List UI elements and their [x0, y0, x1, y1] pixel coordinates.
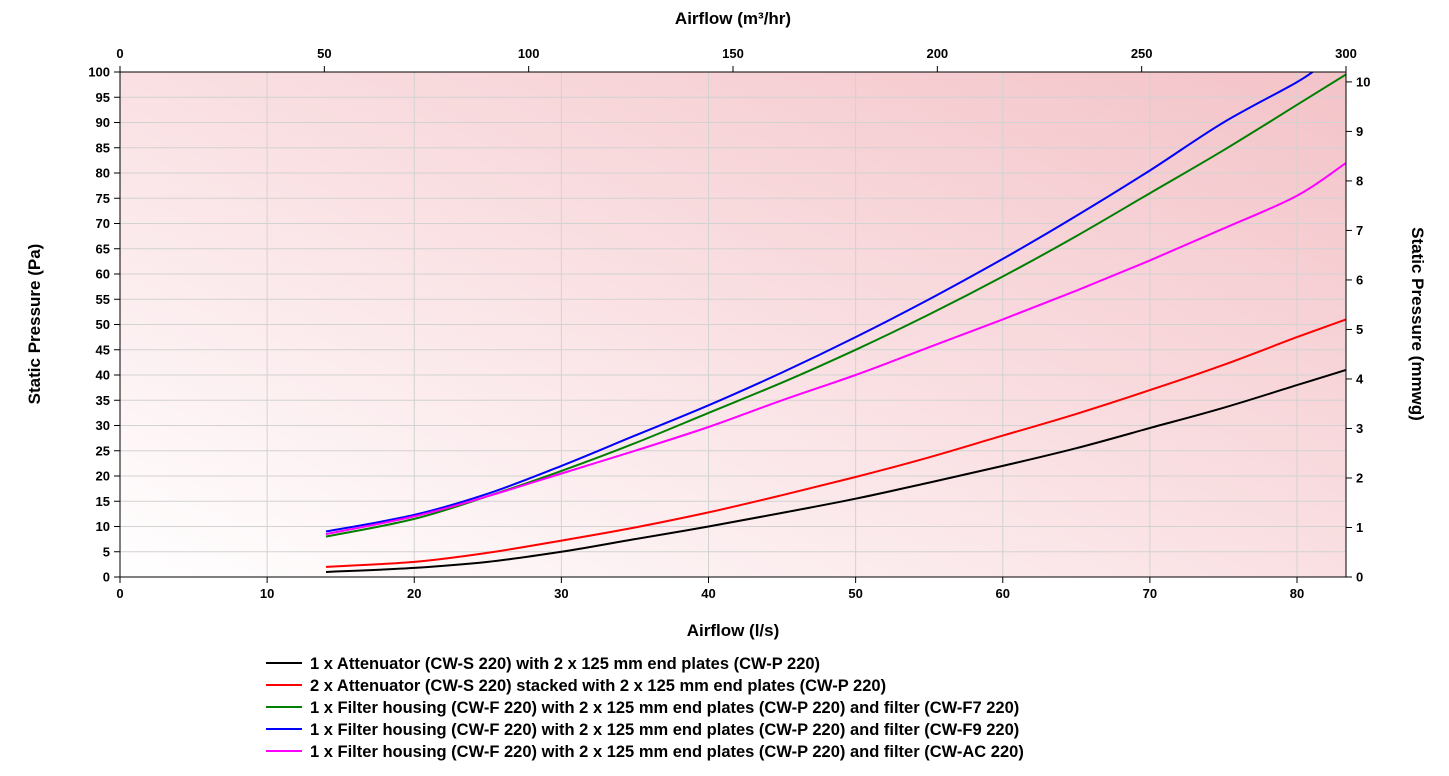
y-left-tick-label: 75 — [96, 191, 110, 206]
y-right-tick-label: 4 — [1356, 371, 1364, 386]
y-left-tick-label: 100 — [88, 65, 110, 80]
x-bottom-tick-label: 0 — [116, 586, 123, 601]
x-bottom-axis-title: Airflow (l/s) — [687, 621, 780, 640]
x-top-tick-label: 150 — [722, 46, 744, 61]
y-left-tick-label: 40 — [96, 368, 110, 383]
legend-label: 1 x Filter housing (CW-F 220) with 2 x 1… — [310, 743, 1024, 761]
x-bottom-tick-label: 60 — [996, 586, 1010, 601]
x-top-tick-label: 0 — [116, 46, 123, 61]
y-left-tick-label: 65 — [96, 241, 110, 256]
y-left-tick-label: 55 — [96, 292, 110, 307]
series-line-4 — [325, 72, 1315, 533]
y-right-tick-label: 6 — [1356, 272, 1363, 287]
y-left-tick-label: 15 — [96, 494, 110, 509]
y-left-tick-label: 80 — [96, 166, 110, 181]
legend-label: 2 x Attenuator (CW-S 220) stacked with 2… — [310, 677, 886, 695]
series-line-2 — [325, 318, 1346, 568]
legend-item: 1 x Filter housing (CW-F 220) with 2 x 1… — [266, 699, 1019, 717]
x-bottom-tick-label: 80 — [1290, 586, 1304, 601]
y-right-tick-label: 0 — [1356, 570, 1363, 585]
legend-item: 1 x Attenuator (CW-S 220) with 2 x 125 m… — [266, 655, 820, 673]
y-left-tick-label: 30 — [96, 418, 110, 433]
y-right-tick-label: 8 — [1356, 173, 1363, 188]
y-left-tick-label: 10 — [96, 519, 110, 534]
series-line-5 — [325, 162, 1346, 536]
x-top-tick-label: 50 — [317, 46, 331, 61]
x-top-tick-label: 300 — [1335, 46, 1357, 61]
y-right-tick-label: 9 — [1356, 124, 1363, 139]
x-bottom-tick-label: 70 — [1143, 586, 1157, 601]
y-left-tick-label: 95 — [96, 90, 110, 105]
x-bottom-tick-label: 20 — [407, 586, 421, 601]
legend: 1 x Attenuator (CW-S 220) with 2 x 125 m… — [266, 655, 1024, 761]
x-top-tick-label: 200 — [926, 46, 948, 61]
y-left-tick-label: 25 — [96, 443, 110, 458]
y-left-tick-label: 35 — [96, 393, 110, 408]
x-bottom-tick-label: 50 — [848, 586, 862, 601]
y-right-tick-label: 10 — [1356, 74, 1370, 89]
x-bottom-tick-label: 40 — [701, 586, 715, 601]
legend-item: 1 x Filter housing (CW-F 220) with 2 x 1… — [266, 743, 1024, 761]
legend-label: 1 x Filter housing (CW-F 220) with 2 x 1… — [310, 699, 1019, 717]
y-left-tick-label: 0 — [103, 570, 110, 585]
y-left-axis-title: Static Pressure (Pa) — [25, 244, 44, 405]
legend-item: 2 x Attenuator (CW-S 220) stacked with 2… — [266, 677, 886, 695]
legend-item: 1 x Filter housing (CW-F 220) with 2 x 1… — [266, 721, 1019, 739]
axes: 0510152025303540455055606570758085909510… — [88, 46, 1370, 601]
y-left-tick-label: 60 — [96, 267, 110, 282]
y-right-tick-label: 7 — [1356, 223, 1363, 238]
y-right-tick-label: 3 — [1356, 421, 1363, 436]
y-right-axis-title: Static Pressure (mmwg) — [1408, 227, 1427, 421]
x-bottom-tick-label: 10 — [260, 586, 274, 601]
grid — [119, 71, 1346, 578]
legend-label: 1 x Filter housing (CW-F 220) with 2 x 1… — [310, 721, 1019, 739]
y-left-tick-label: 70 — [96, 216, 110, 231]
y-right-tick-label: 2 — [1356, 470, 1363, 485]
y-left-tick-label: 50 — [96, 317, 110, 332]
x-top-tick-label: 100 — [518, 46, 540, 61]
y-right-tick-label: 5 — [1356, 322, 1363, 337]
x-top-tick-label: 250 — [1131, 46, 1153, 61]
series-lines — [325, 72, 1346, 573]
x-top-axis-title: Airflow (m³/hr) — [675, 9, 791, 28]
x-bottom-tick-label: 30 — [554, 586, 568, 601]
series-line-1 — [325, 369, 1346, 573]
y-left-tick-label: 5 — [103, 544, 110, 559]
y-left-tick-label: 90 — [96, 115, 110, 130]
y-left-tick-label: 85 — [96, 140, 110, 155]
y-left-tick-label: 45 — [96, 342, 110, 357]
legend-label: 1 x Attenuator (CW-S 220) with 2 x 125 m… — [310, 655, 820, 673]
y-left-tick-label: 20 — [96, 469, 110, 484]
y-right-tick-label: 1 — [1356, 520, 1363, 535]
